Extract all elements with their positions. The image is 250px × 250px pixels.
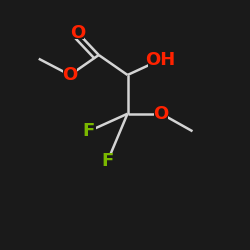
FancyBboxPatch shape (154, 107, 168, 120)
Text: OH: OH (145, 51, 175, 69)
Text: O: O (62, 66, 78, 84)
FancyBboxPatch shape (148, 53, 172, 67)
FancyBboxPatch shape (63, 68, 77, 82)
FancyBboxPatch shape (100, 154, 114, 168)
FancyBboxPatch shape (71, 26, 84, 39)
Text: O: O (70, 24, 85, 42)
Text: F: F (102, 152, 114, 170)
Text: F: F (82, 122, 95, 140)
FancyBboxPatch shape (82, 124, 96, 138)
Text: O: O (154, 105, 169, 123)
